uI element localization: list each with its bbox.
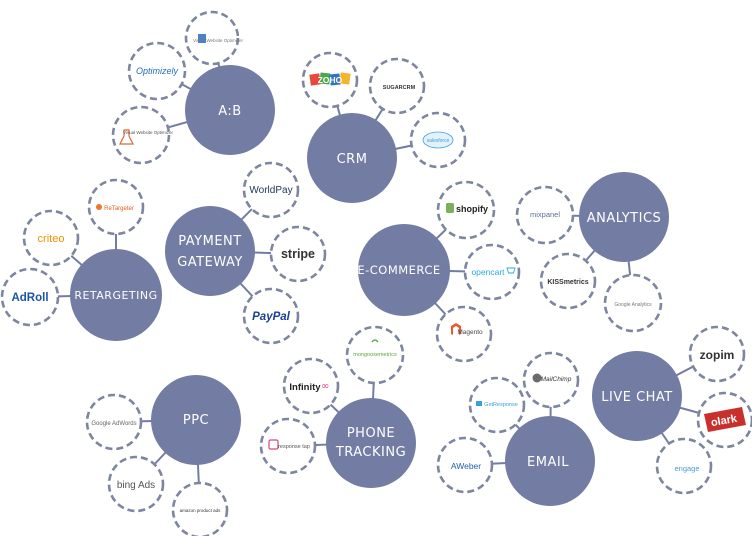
logo-worldpay: WorldPay: [242, 161, 300, 219]
logo-google-analytics: Google Analytics: [603, 273, 663, 333]
logo-zoho: ZOHO: [301, 51, 359, 109]
signal-icon: [371, 339, 379, 343]
retargeter-icon: [96, 204, 102, 210]
logo-engage: engage: [655, 437, 713, 495]
hub-ab: A:B: [185, 65, 275, 155]
logo-label: criteo: [38, 233, 65, 245]
logo-amazon-product-ads: amazon product ads: [171, 481, 229, 536]
logo-label: ZOHO: [318, 75, 343, 85]
hub-analytics: ANALYTICS: [579, 172, 669, 262]
logo-label: engage: [674, 464, 699, 473]
logo-adroll: AdRoll: [0, 267, 60, 327]
logo-mongoose-metrics: mongoosemetrics: [345, 325, 405, 385]
hub-label-line-1: PHONE: [347, 426, 395, 441]
logo-stripe: stripe: [269, 225, 327, 283]
hub-label: ANALYTICS: [587, 211, 662, 226]
logo-label: salesforce: [427, 138, 450, 144]
logo-opencart: opencart: [463, 243, 521, 301]
logo-label: SUGARCRM: [383, 85, 416, 91]
logo-label: Visual Website Optimizer: [123, 130, 174, 135]
chimp-icon: [532, 373, 542, 383]
logo-label: Magento: [457, 329, 483, 336]
hub-phone-tracking: PHONE TRACKING: [326, 398, 416, 488]
logo-label: olark: [710, 413, 739, 430]
hub-crm: CRM: [307, 113, 397, 203]
hub-ppc: PPC: [151, 375, 241, 465]
logo-label: shopify: [456, 204, 488, 214]
logo-label: mixpanel: [530, 210, 560, 219]
logo-label: opencart: [471, 267, 505, 277]
magento-icon: [451, 323, 461, 335]
hub-label: A:B: [218, 104, 241, 119]
olark-badge-icon: [704, 407, 746, 432]
logo-label: AWeber: [451, 461, 481, 471]
hubs: A:B CRM PAYMENT GATEWAY E-COMMERCE ANALY…: [70, 65, 682, 506]
logo-vwo: Visual Website Optimizer: [111, 105, 174, 165]
hub-label: CRM: [337, 152, 368, 167]
logo-label: Optimizely: [136, 66, 179, 76]
hub-label: PPC: [183, 413, 209, 428]
logo-label: MailChimp: [541, 376, 572, 383]
envelope-icon: [476, 401, 482, 406]
logo-label: Google AdWords: [91, 421, 136, 427]
flask-icon: [119, 129, 134, 145]
logo-label: Google Analytics: [614, 302, 652, 308]
logo-vwo-top: Visual Website Optimizer: [184, 10, 244, 66]
logo-mailchimp: MailChimp: [522, 351, 580, 409]
logo-salesforce: salesforce: [409, 111, 467, 169]
logo-label: mongoosemetrics: [353, 352, 397, 358]
hub-label-line-2: TRACKING: [335, 445, 406, 460]
hub-live-chat: LIVE CHAT: [592, 351, 682, 441]
hub-label-line-2: GATEWAY: [177, 255, 243, 270]
logo-google-adwords: Google AdWords: [85, 393, 143, 451]
hub-label: RETARGETING: [74, 289, 157, 302]
logo-paypal: PayPal: [242, 287, 300, 345]
logo-label: Visual Website Optimizer: [193, 38, 244, 43]
logo-label: KISSmetrics: [547, 279, 588, 286]
logo-criteo: criteo: [22, 209, 80, 267]
logo-retargeter: ReTargeter: [87, 178, 145, 236]
logo-optimizely: Optimizely: [127, 41, 187, 101]
logo-bing-ads: bing Ads: [107, 455, 165, 513]
hub-ecommerce: E-COMMERCE: [357, 224, 450, 316]
bag-icon: [446, 203, 454, 213]
hub-email: EMAIL: [505, 416, 595, 506]
hub-label: EMAIL: [527, 455, 569, 470]
logo-zopim: zopim: [688, 325, 746, 383]
logo-infinity: Infinity ∞: [282, 357, 340, 415]
logo-label: response tap: [278, 444, 310, 450]
hub-payment-gateway: PAYMENT GATEWAY: [165, 206, 255, 296]
logo-label: GetResponse: [484, 402, 518, 408]
logo-magento: Magento: [435, 305, 493, 363]
logo-label: Infinity: [289, 382, 321, 393]
logo-shopify: shopify: [436, 180, 496, 240]
logo-kissmetrics: KISSmetrics: [539, 252, 597, 310]
logo-label: bing Ads: [117, 480, 155, 491]
hub-label: E-COMMERCE: [357, 263, 440, 277]
logo-label: amazon product ads: [180, 508, 222, 513]
logo-label: zopim: [700, 348, 735, 362]
hub-label: LIVE CHAT: [601, 390, 673, 405]
cloud-icon: [422, 131, 454, 149]
responsetap-icon: [268, 439, 279, 450]
satellites: Visual Website Optimizer Optimizely Visu…: [0, 10, 752, 536]
logo-label: stripe: [281, 247, 315, 261]
vwo-mark-icon: [198, 34, 206, 43]
logo-sugarcrm: SUGARCRM: [368, 57, 426, 115]
hub-label-line-1: PAYMENT: [178, 234, 241, 249]
hub-retargeting: RETARGETING: [70, 249, 162, 341]
logo-label: PayPal: [252, 311, 291, 323]
logo-label: AdRoll: [11, 292, 48, 304]
infinity-icon: ∞: [321, 381, 329, 392]
logo-label: WorldPay: [249, 185, 292, 196]
logo-response-tap: response tap: [259, 417, 317, 475]
logo-getresponse: GetResponse: [468, 376, 526, 434]
cart-icon: [506, 267, 516, 274]
logo-aweber: AWeber: [436, 436, 494, 494]
logo-label: ReTargeter: [104, 206, 134, 212]
logo-olark: olark: [696, 391, 752, 449]
logo-mixpanel: mixpanel: [515, 185, 575, 245]
